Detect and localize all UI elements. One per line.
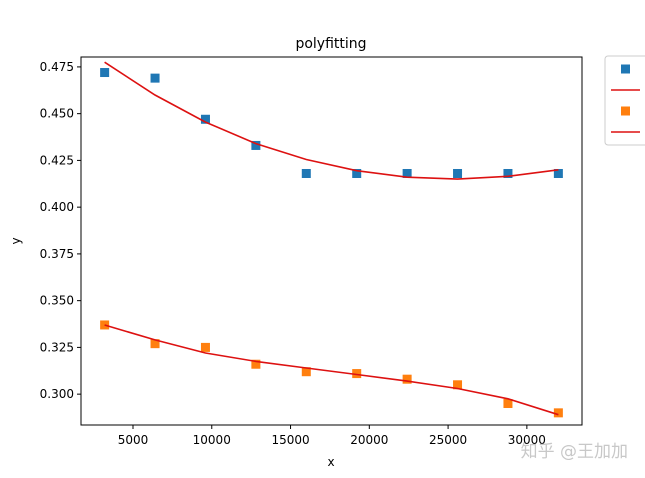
y-tick-label: 0.325 bbox=[40, 340, 74, 354]
data-point bbox=[503, 398, 513, 408]
data-point bbox=[453, 168, 463, 178]
data-point bbox=[352, 168, 362, 178]
x-axis-label: x bbox=[327, 455, 334, 469]
series-layer bbox=[100, 61, 563, 418]
data-point bbox=[553, 408, 563, 418]
data-point bbox=[100, 68, 110, 78]
y-tick-label: 0.300 bbox=[40, 387, 74, 401]
plot-frame bbox=[80, 56, 583, 426]
x-tick-label: 10000 bbox=[193, 433, 231, 447]
x-tick-label: 15000 bbox=[271, 433, 309, 447]
data-point bbox=[251, 140, 261, 150]
watermark: 知乎 @王加加 bbox=[521, 442, 628, 462]
x-tick-label: 20000 bbox=[350, 433, 388, 447]
data-point bbox=[352, 369, 362, 379]
y-axis-label: y bbox=[9, 237, 23, 244]
fit-line bbox=[104, 324, 559, 416]
data-point bbox=[251, 359, 261, 369]
data-point bbox=[553, 168, 563, 178]
data-point bbox=[150, 73, 160, 83]
series-2 bbox=[104, 61, 559, 180]
y-tick-label: 0.350 bbox=[40, 294, 74, 308]
y-tick-label: 0.400 bbox=[40, 200, 74, 214]
legend-marker-swatch bbox=[621, 64, 630, 74]
data-point bbox=[200, 114, 210, 124]
series-4 bbox=[104, 324, 559, 416]
x-tick-label: 25000 bbox=[429, 433, 467, 447]
data-point bbox=[301, 168, 311, 178]
y-tick-label: 0.425 bbox=[40, 153, 74, 167]
y-tick-label: 0.450 bbox=[40, 107, 74, 121]
x-tick-label: 30000 bbox=[508, 433, 546, 447]
legend bbox=[604, 55, 645, 146]
y-tick-label: 0.475 bbox=[40, 60, 74, 74]
y-ticks: 0.300 0.325 0.350 0.375 0.400 0.425 0.450 0.475 bbox=[40, 60, 81, 401]
y-tick-label: 0.375 bbox=[40, 247, 74, 261]
series-1 bbox=[100, 68, 563, 178]
plot-area: 5000 10000 15000 20000 25000 30000 0.300 0.325… bbox=[40, 56, 583, 447]
data-point bbox=[453, 380, 463, 390]
x-tick-label: 5000 bbox=[118, 433, 149, 447]
legend-frame bbox=[604, 55, 645, 146]
chart-title: polyfitting bbox=[295, 36, 366, 52]
legend-marker-swatch bbox=[621, 106, 630, 116]
data-point bbox=[503, 168, 513, 178]
data-point bbox=[402, 168, 412, 178]
x-ticks: 5000 10000 15000 20000 25000 30000 bbox=[118, 425, 546, 447]
fit-line bbox=[104, 61, 559, 180]
series-3 bbox=[100, 320, 563, 418]
data-point bbox=[301, 367, 311, 377]
data-point bbox=[150, 339, 160, 349]
legend-entries bbox=[611, 64, 640, 133]
data-point bbox=[200, 342, 210, 352]
data-point bbox=[402, 374, 412, 384]
